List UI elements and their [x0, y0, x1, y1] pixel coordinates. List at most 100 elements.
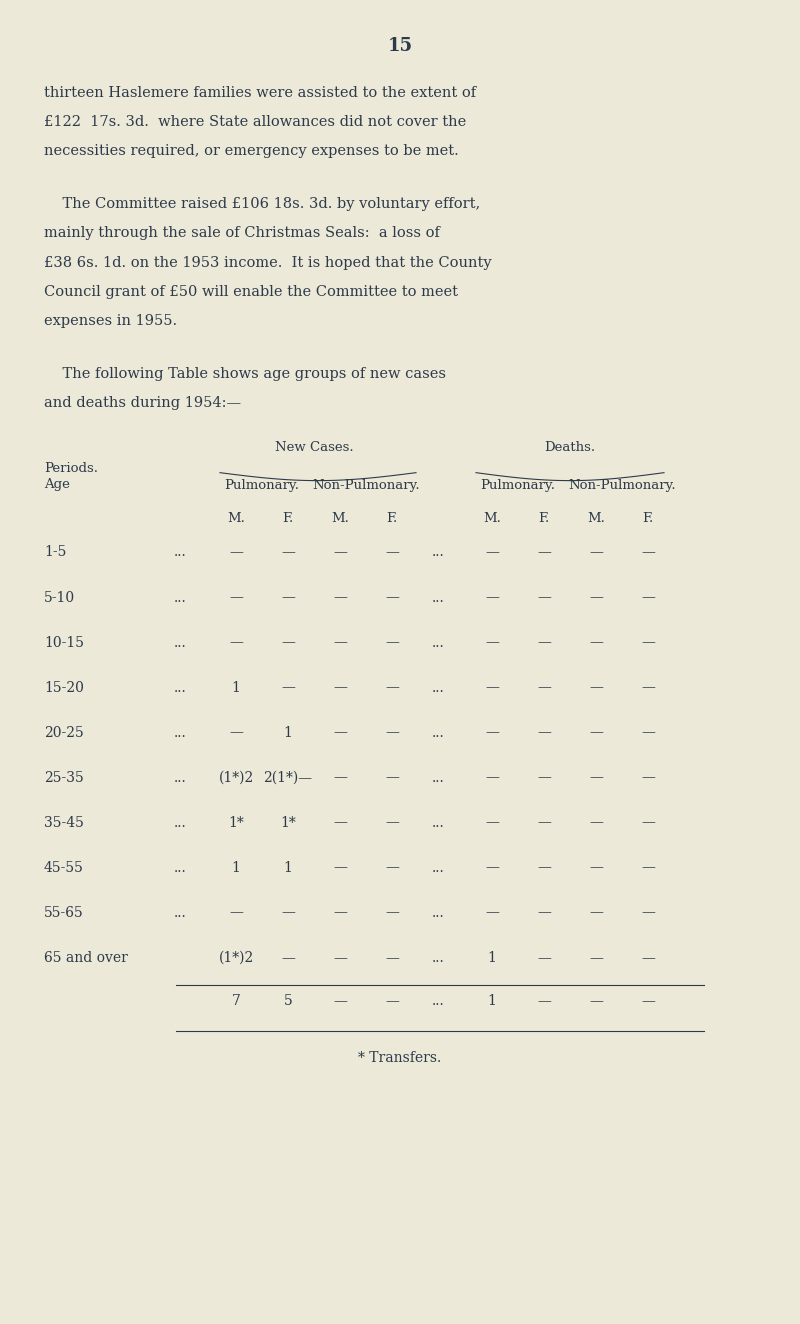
Text: —: —: [537, 771, 551, 785]
Text: 10-15: 10-15: [44, 636, 84, 650]
Text: —: —: [333, 636, 347, 650]
Text: F.: F.: [538, 512, 550, 526]
Text: —: —: [537, 816, 551, 830]
Text: ...: ...: [174, 771, 186, 785]
Text: —: —: [589, 636, 603, 650]
Text: —: —: [589, 771, 603, 785]
Text: M.: M.: [331, 512, 349, 526]
Text: 7: 7: [231, 994, 241, 1009]
Text: —: —: [485, 861, 499, 875]
Text: —: —: [229, 636, 243, 650]
Text: 45-55: 45-55: [44, 861, 84, 875]
Text: F.: F.: [386, 512, 398, 526]
Text: ...: ...: [174, 681, 186, 695]
Text: 1: 1: [231, 861, 241, 875]
Text: —: —: [385, 994, 399, 1009]
Text: —: —: [537, 636, 551, 650]
Text: F.: F.: [282, 512, 294, 526]
Text: ...: ...: [174, 726, 186, 740]
Text: —: —: [385, 545, 399, 560]
Text: 5: 5: [284, 994, 292, 1009]
Text: —: —: [229, 591, 243, 605]
Text: Pulmonary.: Pulmonary.: [481, 479, 555, 493]
Text: 1-5: 1-5: [44, 545, 66, 560]
Text: ...: ...: [174, 816, 186, 830]
Text: 55-65: 55-65: [44, 906, 84, 920]
Text: ...: ...: [432, 681, 445, 695]
Text: 1: 1: [231, 681, 241, 695]
Text: Non-Pulmonary.: Non-Pulmonary.: [568, 479, 676, 493]
Text: —: —: [589, 726, 603, 740]
Text: ...: ...: [432, 906, 445, 920]
Text: Non-Pulmonary.: Non-Pulmonary.: [312, 479, 420, 493]
Text: 1*: 1*: [228, 816, 244, 830]
Text: ...: ...: [432, 591, 445, 605]
Text: —: —: [641, 726, 655, 740]
Text: ...: ...: [432, 726, 445, 740]
Text: —: —: [537, 951, 551, 965]
Text: 65 and over: 65 and over: [44, 951, 128, 965]
Text: —: —: [333, 906, 347, 920]
Text: —: —: [385, 861, 399, 875]
Text: M.: M.: [587, 512, 605, 526]
Text: ...: ...: [432, 861, 445, 875]
Text: —: —: [385, 636, 399, 650]
Text: 1*: 1*: [280, 816, 296, 830]
Text: 5-10: 5-10: [44, 591, 75, 605]
Text: —: —: [485, 771, 499, 785]
Text: —: —: [485, 906, 499, 920]
Text: —: —: [333, 681, 347, 695]
Text: 20-25: 20-25: [44, 726, 84, 740]
Text: —: —: [537, 906, 551, 920]
Text: F.: F.: [642, 512, 654, 526]
Text: —: —: [281, 951, 295, 965]
Text: ...: ...: [432, 636, 445, 650]
Text: Periods.: Periods.: [44, 462, 98, 475]
Text: ...: ...: [174, 636, 186, 650]
Text: —: —: [333, 816, 347, 830]
Text: —: —: [333, 861, 347, 875]
Text: ...: ...: [432, 994, 445, 1009]
Text: M.: M.: [483, 512, 501, 526]
Text: —: —: [385, 906, 399, 920]
Text: ...: ...: [174, 861, 186, 875]
Text: —: —: [385, 591, 399, 605]
Text: Pulmonary.: Pulmonary.: [225, 479, 299, 493]
Text: —: —: [589, 906, 603, 920]
Text: Age: Age: [44, 478, 70, 491]
Text: —: —: [641, 816, 655, 830]
Text: * Transfers.: * Transfers.: [358, 1051, 442, 1066]
Text: —: —: [333, 726, 347, 740]
Text: —: —: [281, 545, 295, 560]
Text: 1: 1: [283, 861, 293, 875]
Text: —: —: [641, 906, 655, 920]
Text: ...: ...: [432, 951, 445, 965]
Text: —: —: [485, 726, 499, 740]
Text: —: —: [281, 681, 295, 695]
Text: —: —: [333, 591, 347, 605]
Text: —: —: [385, 816, 399, 830]
Text: —: —: [385, 726, 399, 740]
Text: —: —: [333, 994, 347, 1009]
Text: —: —: [589, 545, 603, 560]
Text: —: —: [281, 591, 295, 605]
Text: expenses in 1955.: expenses in 1955.: [44, 314, 177, 328]
Text: —: —: [589, 816, 603, 830]
Text: —: —: [485, 681, 499, 695]
Text: —: —: [641, 994, 655, 1009]
Text: —: —: [589, 951, 603, 965]
Text: £122  17s. 3d.  where State allowances did not cover the: £122 17s. 3d. where State allowances did…: [44, 115, 466, 130]
Text: —: —: [589, 681, 603, 695]
Text: —: —: [229, 726, 243, 740]
Text: ...: ...: [432, 771, 445, 785]
Text: —: —: [385, 681, 399, 695]
Text: (1*)2: (1*)2: [218, 951, 254, 965]
Text: 35-45: 35-45: [44, 816, 84, 830]
Text: —: —: [229, 545, 243, 560]
Text: —: —: [537, 994, 551, 1009]
Text: —: —: [281, 906, 295, 920]
Text: 1: 1: [283, 726, 293, 740]
Text: ...: ...: [174, 591, 186, 605]
Text: The Committee raised £106 18s. 3d. by voluntary effort,: The Committee raised £106 18s. 3d. by vo…: [44, 197, 480, 212]
Text: 1: 1: [487, 994, 497, 1009]
